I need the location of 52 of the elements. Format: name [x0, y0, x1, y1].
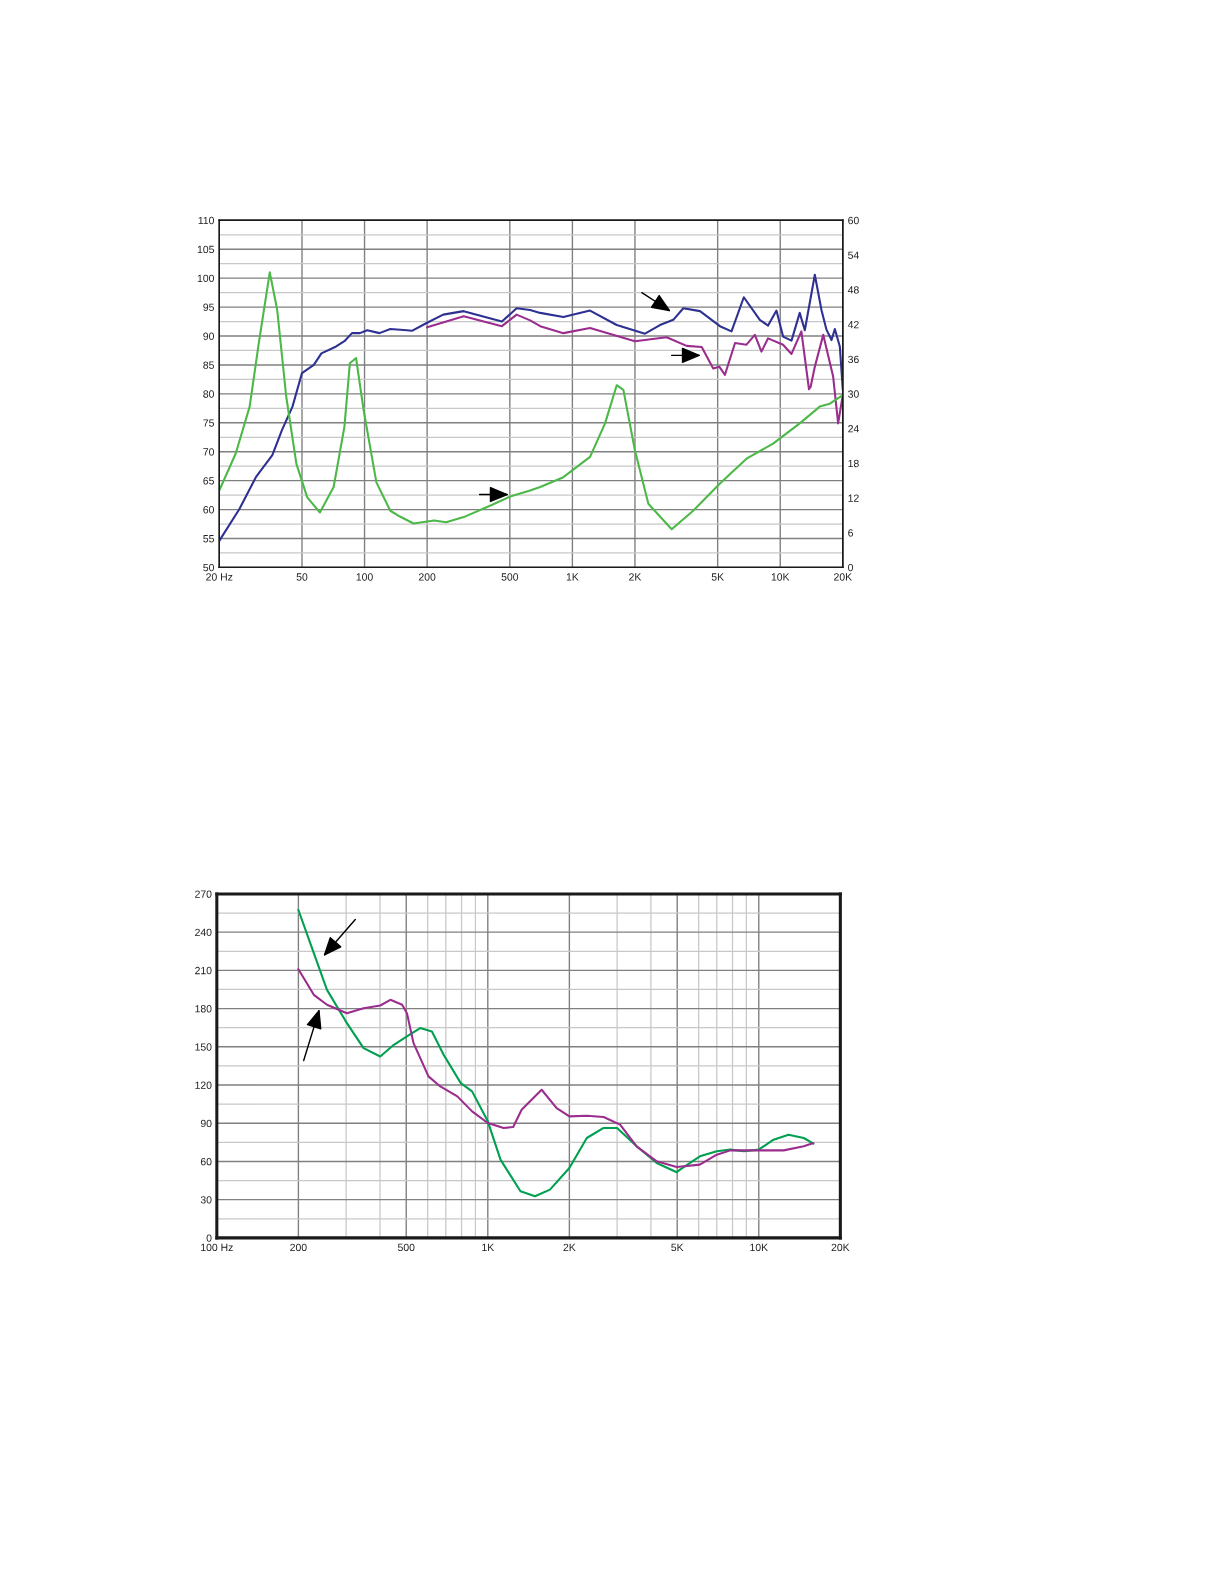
y-tick-label: 70	[203, 448, 215, 456]
y-tick-label: 30	[200, 1196, 212, 1204]
y2-tick-label: 12	[848, 494, 859, 502]
x-tick-label: 50	[296, 573, 308, 581]
x-tick-label: 500	[397, 1243, 415, 1252]
y2-tick-label: 36	[848, 355, 859, 364]
y-tick-label: 240	[195, 928, 212, 937]
y-tick-label: 95	[203, 303, 214, 311]
y-tick-label: 105	[197, 245, 214, 254]
y2-tick-label: 42	[847, 320, 859, 329]
x-tick-label: 10K	[750, 1243, 768, 1252]
x-tick-label: 200	[418, 573, 436, 581]
x-tick-label: 1K	[482, 1243, 495, 1251]
y-tick-label: 110	[198, 216, 215, 225]
x-tick-label: 200	[290, 1243, 307, 1252]
y2-tick-label: 48	[847, 286, 859, 294]
x-tick-label: 5K	[711, 573, 724, 581]
y-tick-label: 60	[200, 1157, 212, 1166]
y2-tick-label: 18	[848, 459, 859, 468]
x-tick-label: 100	[356, 573, 373, 581]
x-tick-label: 1K	[566, 573, 579, 581]
y-tick-label: 270	[195, 890, 212, 898]
x-tick-label: 500	[501, 573, 519, 581]
y2-tick-label: 30	[848, 390, 859, 398]
x-tick-label: 10K	[771, 573, 790, 581]
y-tick-label: 65	[203, 477, 214, 485]
x-tick-label: 20 Hz	[206, 573, 233, 581]
x-tick-label: 20K	[834, 573, 852, 581]
y-tick-label: 210	[195, 966, 212, 975]
y-tick-label: 180	[195, 1005, 212, 1013]
y-tick-label: 60	[203, 506, 215, 514]
y-tick-label: 50	[203, 563, 215, 572]
x-tick-label: 2K	[563, 1243, 576, 1251]
y2-tick-label: 6	[848, 529, 853, 537]
x-tick-label: 20K	[831, 1243, 850, 1252]
y2-tick-label: 54	[848, 251, 859, 259]
y-tick-label: 80	[203, 390, 215, 398]
y2-tick-label: 60	[848, 216, 859, 225]
y-tick-label: 90	[203, 332, 215, 340]
y-tick-label: 85	[203, 361, 214, 369]
y-tick-label: 150	[195, 1043, 212, 1051]
y-tick-label: 90	[200, 1119, 212, 1128]
y-tick-label: 75	[203, 419, 214, 427]
x-tick-label: 5K	[671, 1243, 684, 1252]
y-tick-label: 120	[195, 1081, 212, 1089]
y2-tick-label: 24	[848, 425, 859, 433]
y-tick-label: 55	[203, 535, 214, 543]
x-tick-label: 2K	[629, 573, 642, 581]
y-tick-label: 100	[197, 274, 215, 283]
y-tick-label: 0	[206, 1234, 212, 1242]
x-tick-label: 100 Hz	[201, 1243, 233, 1252]
y2-tick-label: 0	[848, 563, 854, 572]
